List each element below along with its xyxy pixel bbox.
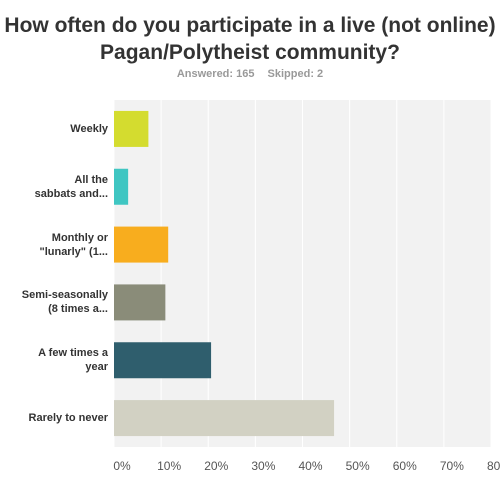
bar	[114, 342, 212, 379]
bar	[114, 284, 166, 321]
category-label: All the sabbats and...	[34, 173, 108, 200]
x-tick-label: 10%	[157, 459, 181, 473]
x-tick-label: 70%	[440, 459, 464, 473]
x-tick-label: 80%	[487, 459, 500, 473]
x-tick-label: 60%	[393, 459, 417, 473]
bar	[114, 168, 129, 205]
x-tick-label: 20%	[204, 459, 228, 473]
response-stats: Answered: 165 Skipped: 2	[0, 68, 500, 80]
answered-count: Answered: 165	[176, 68, 255, 80]
bar	[114, 226, 169, 263]
category-label: Weekly	[70, 122, 108, 135]
category-label: A few times a year	[38, 347, 108, 374]
bar	[114, 400, 335, 437]
x-tick-label: 30%	[251, 459, 275, 473]
x-tick-label: 40%	[298, 459, 322, 473]
x-tick-label: 0%	[113, 459, 131, 473]
x-tick-label: 50%	[346, 459, 370, 473]
bar	[114, 110, 149, 147]
category-label: Monthly or "lunarly" (1...	[39, 231, 108, 258]
chart-title: How often do you participate in a live (…	[4, 14, 496, 64]
skipped-count: Skipped: 2	[267, 68, 324, 80]
category-label: Semi-seasonally (8 times a...	[21, 289, 108, 316]
category-label: Rarely to never	[28, 412, 108, 425]
